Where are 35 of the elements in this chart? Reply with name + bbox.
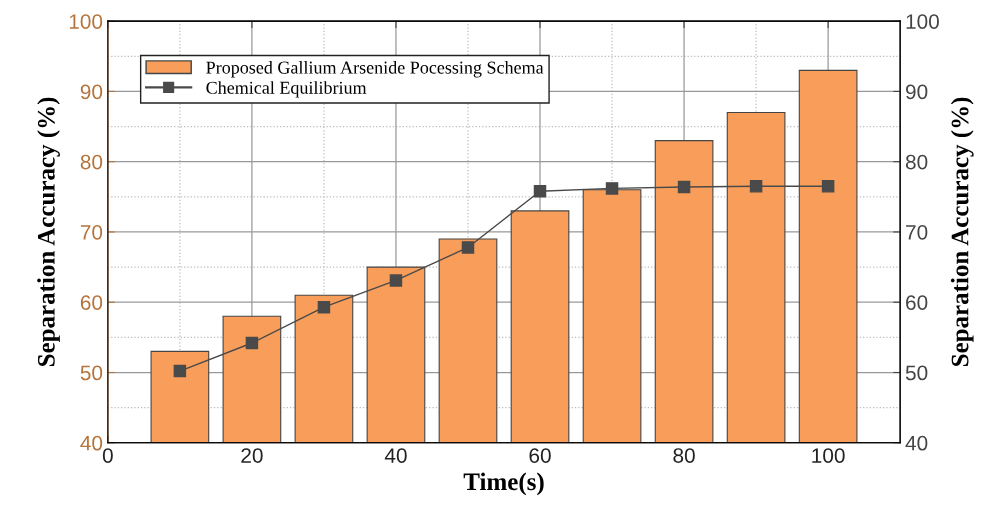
x-tick-label: 20 bbox=[241, 448, 263, 463]
point bbox=[317, 300, 331, 314]
y-tick-label: 70 bbox=[80, 224, 103, 240]
point bbox=[389, 274, 403, 287]
y-tick-label: 90 bbox=[80, 84, 103, 100]
y-axis-title: Separation Accuracy (%) bbox=[37, 97, 60, 367]
point bbox=[461, 241, 475, 254]
point bbox=[605, 182, 619, 195]
point bbox=[749, 180, 763, 193]
point bbox=[245, 336, 259, 350]
point bbox=[821, 180, 835, 193]
point bbox=[677, 180, 691, 194]
x-tick-label: 0 bbox=[102, 448, 113, 463]
y-tick-label: 100 bbox=[69, 14, 103, 29]
point bbox=[533, 184, 547, 198]
y2-axis-title: Separation Accuracy (%) bbox=[950, 97, 974, 367]
y2-tick-label: 40 bbox=[905, 435, 928, 451]
y-tick-label: 40 bbox=[80, 435, 103, 451]
y2-tick-label: 80 bbox=[905, 154, 928, 170]
point bbox=[173, 364, 187, 378]
x-axis-title: Time(s) bbox=[463, 472, 544, 496]
y2-tick-label: 50 bbox=[905, 365, 928, 381]
legend-label: Chemical Equilibrium bbox=[206, 81, 367, 98]
x-tick-label: 40 bbox=[384, 448, 407, 463]
y2-tick-label: 90 bbox=[905, 84, 928, 100]
y2-tick-label: 70 bbox=[906, 224, 928, 240]
y2-tick-label: 60 bbox=[906, 295, 928, 310]
y-tick-label: 80 bbox=[80, 154, 103, 170]
legend-label: Proposed Gallium Arsenide Pocessing Schema bbox=[206, 61, 544, 78]
x-tick-label: 80 bbox=[673, 448, 695, 463]
y-tick-label: 50 bbox=[80, 365, 103, 381]
y-tick-label: 60 bbox=[80, 295, 103, 310]
x-tick-label: 100 bbox=[812, 448, 845, 463]
y2-tick-label: 100 bbox=[906, 14, 939, 29]
x-tick-label: 60 bbox=[529, 448, 551, 463]
